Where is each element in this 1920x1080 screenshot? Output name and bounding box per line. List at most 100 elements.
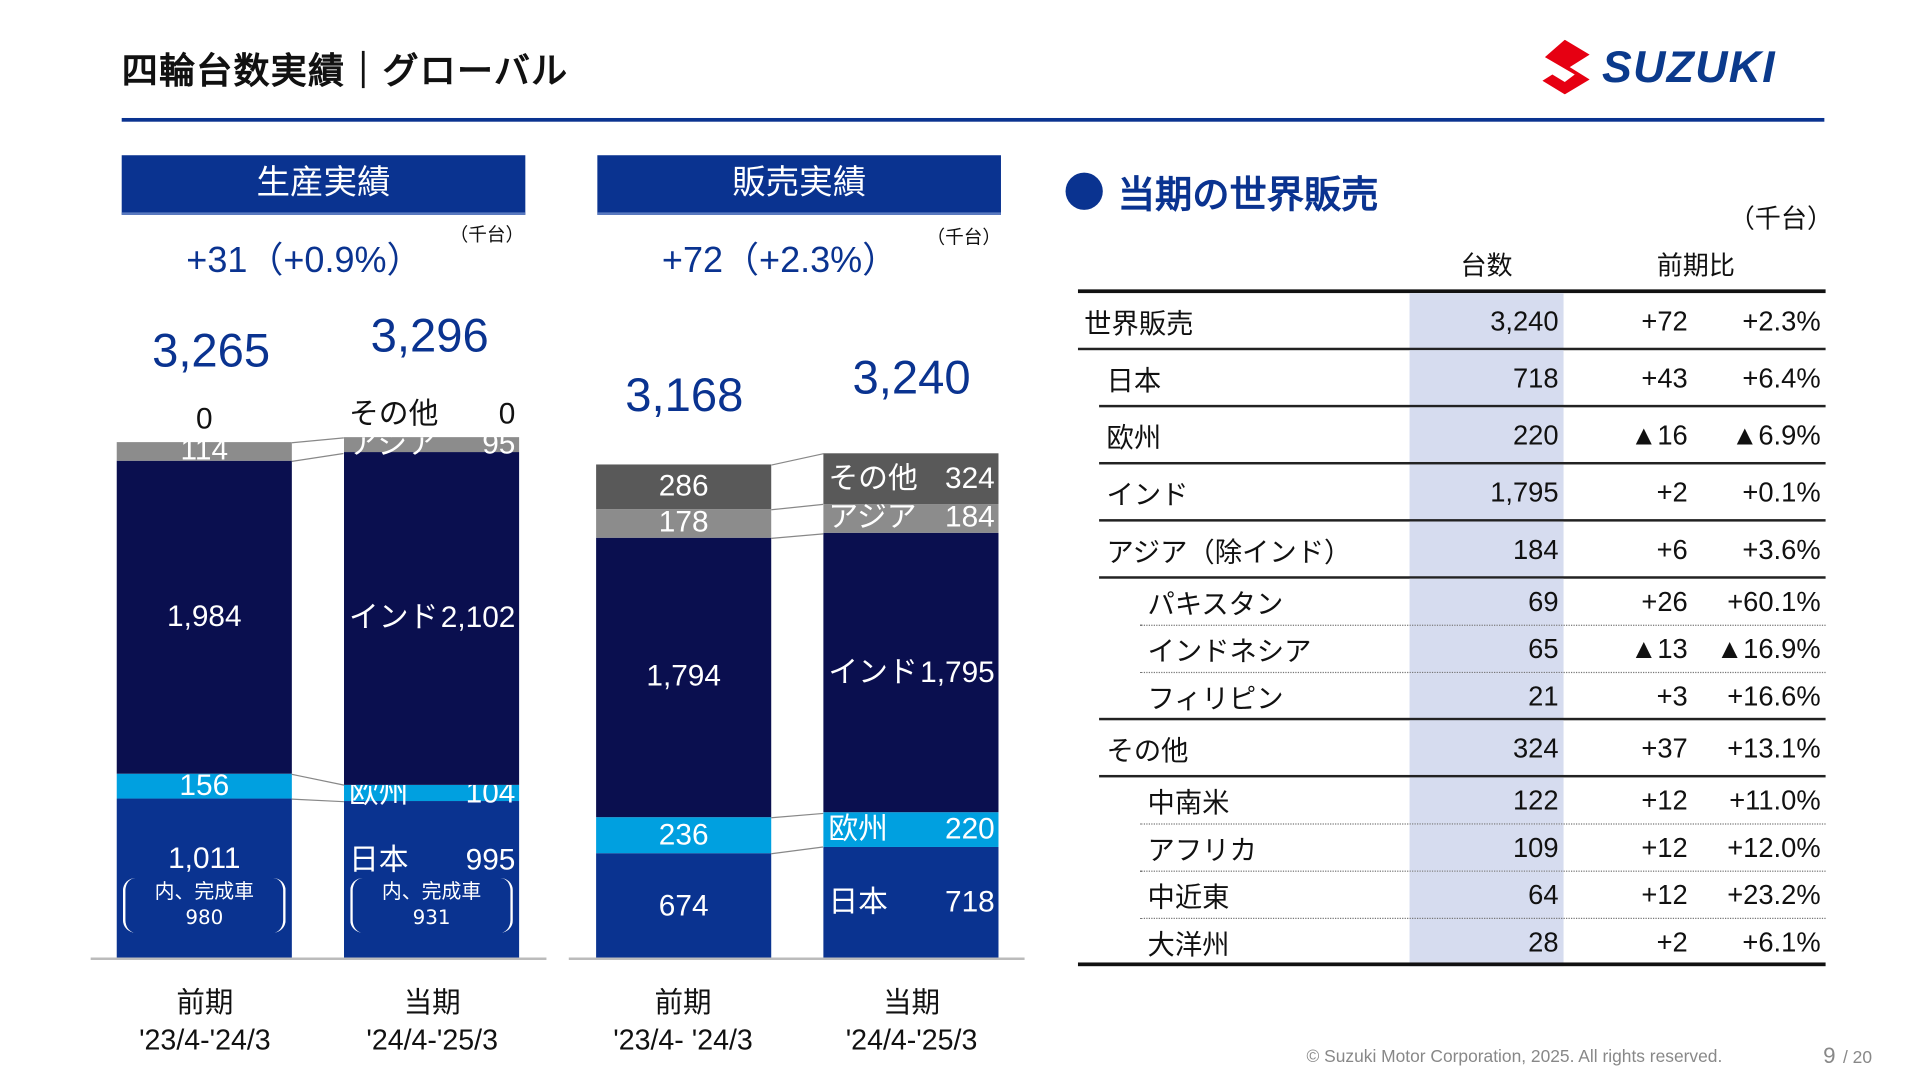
cell-name: インドネシア [1147,635,1312,667]
table-row: アジア（除インド） 184 +6 +3.6% [1078,521,1826,579]
sales-baseline [568,957,1025,960]
bar-segment-curr-1 [823,812,999,847]
bar-series-label: 日本 [348,842,409,877]
bar-segment-prev-2 [116,460,292,775]
cell-pct: +6.1% [1742,926,1821,958]
connector-line [771,532,824,539]
cell-pct: ▲16.9% [1716,633,1821,665]
bar-value-label: 95 [482,427,516,461]
cell-pct: +3.6% [1742,534,1821,566]
header-divider [121,117,1825,122]
connector-line [291,774,344,787]
bar-segment-prev-0 [116,798,292,959]
bar-value-label: 0 [498,397,516,432]
cell-diff: +43 [1641,362,1688,394]
cell-diff: +12 [1641,784,1688,816]
sales-table: 世界販売 3,240 +72 +2.3% 日本 718 +43 +6.4% 欧州 220 ▲16 ▲6… [1077,289,1826,967]
cell-diff: +12 [1641,879,1688,911]
bar-segment-curr-1 [344,784,520,802]
cell-count: 69 [1409,578,1564,626]
copyright: © Suzuki Motor Corporation, 2025. All ri… [1306,1045,1723,1066]
cell-name: 大洋州 [1147,928,1230,960]
sales-delta: +72（+2.3%） [661,240,899,281]
bar-segment-prev-1 [116,774,292,799]
cell-count: 109 [1409,824,1564,872]
page-title: 四輪台数実績｜グローバル [121,49,569,92]
cell-diff: +26 [1641,586,1688,618]
cell-name: 欧州 [1106,422,1162,454]
bar-series-label: その他 [348,397,439,432]
table-row: インド 1,795 +2 +0.1% [1078,464,1826,522]
cell-pct: +11.0% [1729,784,1821,816]
connector-line [771,812,824,819]
table-row: その他 324 +37 +13.1% [1078,720,1826,778]
sales-total-prev: 3,168 [625,370,744,423]
production-total-prev: 3,265 [152,325,271,378]
cell-diff: +2 [1656,926,1688,958]
logo-text: SUZUKI [1602,40,1776,92]
cell-count: 65 [1409,625,1564,674]
bar-value-label: 995 [465,842,516,877]
bar-series-label: インド [348,601,439,635]
cell-pct: +23.2% [1727,879,1821,911]
cell-name: インド [1106,479,1189,511]
cell-count: 324 [1409,720,1564,778]
section-title: 当期の世界販売 [1065,164,1379,219]
bar-series-label: 日本 [828,885,888,919]
bar-value-label: 184 [945,501,995,535]
table-row: インドネシア 65 ▲13 ▲16.9% [1078,625,1826,674]
cell-name: フィリピン [1147,683,1284,715]
bar-segment-prev-4 [596,464,772,510]
bar-value-label: 718 [945,885,995,919]
cell-pct: +16.6% [1727,680,1821,712]
table-row: フィリピン 21 +3 +16.6% [1078,673,1826,721]
bar-value-label: 220 [945,812,995,846]
bar-value-label: 674 [658,888,709,923]
cell-count: 21 [1409,673,1564,721]
bar-value-label: 0 [195,402,213,436]
cell-count: 64 [1409,871,1564,920]
table-row: 中南米 122 +12 +11.0% [1078,777,1826,825]
table-row: 欧州 220 ▲16 ▲6.9% [1078,407,1826,465]
bar-value-label: 236 [658,817,709,852]
bar-segment-prev-3 [116,442,292,461]
bar-segment-prev-1 [596,816,772,854]
table-row: 中近東 64 +12 +23.2% [1078,871,1826,920]
connector-line [291,452,345,462]
bar-segment-prev-2 [596,537,772,817]
table-row: 大洋州 28 +2 +6.1% [1077,919,1826,967]
sales-header: 販売実績 [597,155,1001,215]
col-header-yoy: 前期比 [1656,250,1735,281]
suzuki-logo: SUZUKI [1540,39,1776,95]
bar-series-label: アジア [828,501,917,535]
bar-value-label: 178 [658,506,709,540]
cell-diff: +2 [1656,476,1688,508]
cell-count: 184 [1409,521,1564,579]
bar-segment-curr-0 [823,846,999,959]
cell-name: 中南米 [1147,787,1230,819]
bar-series-label: アジア [348,427,438,461]
col-header-count: 台数 [1460,250,1513,281]
cell-diff: ▲13 [1630,633,1688,665]
bar-segment-curr-2 [344,452,520,785]
cell-diff: ▲16 [1630,419,1688,451]
table-row: 日本 718 +43 +6.4% [1078,350,1826,408]
production-x-prev: 前期 '23/4-'24/3 [139,986,271,1056]
production-total-curr: 3,296 [370,310,489,363]
cell-pct: +0.1% [1742,476,1821,508]
cell-count: 1,795 [1409,464,1564,522]
bar-segment-prev-0 [596,853,772,959]
cell-name: パキスタン [1147,588,1284,620]
sales-unit: （千台） [926,226,1001,249]
table-unit: （千台） [1728,203,1834,234]
table-row: 世界販売 3,240 +72 +2.3% [1077,293,1826,351]
bar-segment-curr-3 [823,504,999,533]
production-delta: +31（+0.9%） [186,240,423,281]
cell-name: アフリカ [1147,834,1257,866]
cell-pct: +13.1% [1727,732,1821,764]
suzuki-s-icon [1542,39,1590,95]
bullet-icon [1065,172,1103,210]
page-number: 9/ 20 [1823,1043,1873,1069]
cell-name: 中近東 [1147,881,1230,913]
